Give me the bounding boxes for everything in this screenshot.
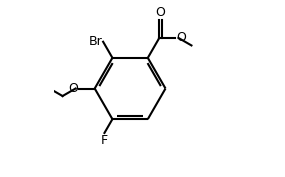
Text: Br: Br bbox=[88, 35, 102, 48]
Text: O: O bbox=[68, 82, 78, 95]
Text: O: O bbox=[155, 6, 165, 19]
Text: F: F bbox=[101, 134, 108, 147]
Text: O: O bbox=[176, 31, 186, 44]
